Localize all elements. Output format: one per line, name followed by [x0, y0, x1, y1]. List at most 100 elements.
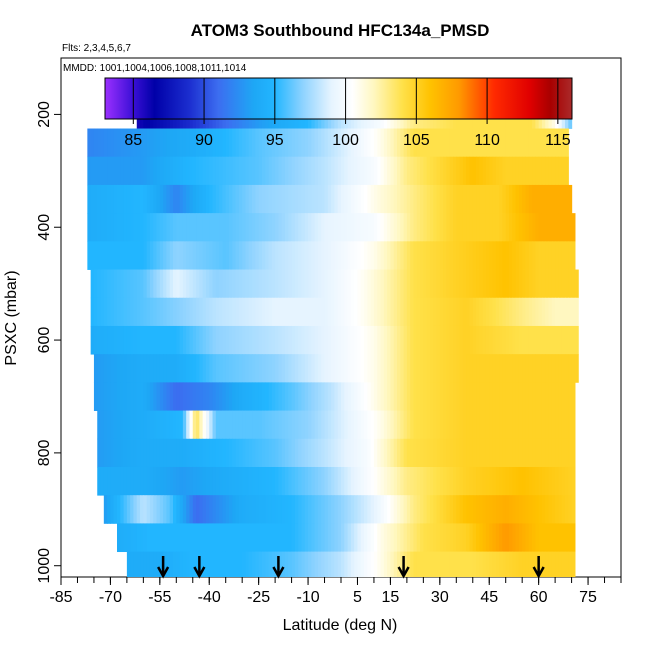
- heat-cell: [558, 523, 563, 553]
- heat-cell: [245, 523, 250, 553]
- heat-cell: [324, 325, 329, 355]
- heat-cell: [301, 495, 306, 524]
- heat-cell: [515, 495, 520, 524]
- heat-cell: [130, 495, 135, 524]
- heat-cell: [107, 297, 112, 327]
- heat-cell: [110, 128, 115, 158]
- heat-cell: [370, 269, 375, 299]
- heat-cell: [176, 325, 181, 355]
- heat-cell: [383, 269, 388, 299]
- heat-cell: [265, 354, 270, 383]
- heat-cell: [136, 184, 141, 214]
- heat-cell: [420, 466, 424, 496]
- heat-cell: [571, 269, 576, 299]
- heat-cell: [505, 241, 510, 270]
- heat-cell: [314, 156, 319, 186]
- heat-cell: [205, 354, 210, 383]
- heat-cell: [492, 523, 497, 553]
- heat-cell: [403, 269, 408, 299]
- heat-cell: [429, 184, 434, 214]
- heat-cell: [146, 297, 151, 327]
- heat-cell: [380, 551, 385, 577]
- heat-cell: [439, 438, 444, 468]
- heat-cell: [110, 156, 115, 186]
- chart-title: ATOM3 Southbound HFC134a_PMSD: [191, 21, 490, 40]
- heat-cell: [120, 382, 125, 411]
- heat-cell: [406, 495, 411, 524]
- heat-cell: [492, 269, 497, 299]
- heat-cell: [163, 523, 168, 553]
- heat-cell: [364, 297, 368, 327]
- heat-cell: [291, 382, 296, 411]
- heat-cell: [173, 410, 177, 440]
- heat-cell: [215, 438, 220, 468]
- heat-cell: [265, 156, 270, 186]
- heat-cell: [347, 410, 352, 440]
- heat-cell: [317, 156, 322, 186]
- heat-cell: [209, 438, 214, 468]
- heat-cell: [103, 495, 108, 524]
- heat-cell: [426, 213, 431, 242]
- heat-cell: [334, 128, 339, 158]
- heat-cell: [476, 551, 480, 577]
- heat-cell: [182, 466, 187, 496]
- heat-cell: [196, 297, 200, 327]
- heat-cell: [495, 523, 500, 553]
- heat-cell: [281, 495, 286, 524]
- heat-cell: [509, 382, 513, 411]
- heat-cell: [212, 156, 217, 186]
- heat-cell: [354, 297, 359, 327]
- heat-cell: [466, 213, 471, 242]
- heat-cell: [209, 495, 214, 524]
- heat-cell: [317, 354, 322, 383]
- heat-cell: [551, 354, 556, 383]
- heat-cell: [459, 523, 464, 553]
- heat-cell: [173, 466, 177, 496]
- heat-cell: [367, 551, 372, 577]
- heat-cell: [502, 213, 507, 242]
- heat-cell: [502, 297, 507, 327]
- heat-cell: [561, 213, 566, 242]
- heat-cell: [186, 241, 191, 270]
- heat-cell: [317, 269, 322, 299]
- heat-cell: [248, 466, 253, 496]
- heat-cell: [304, 213, 309, 242]
- heat-cell: [265, 410, 270, 440]
- heat-cell: [196, 551, 200, 577]
- heat-cell: [509, 410, 513, 440]
- heat-cell: [163, 128, 168, 158]
- heat-cell: [163, 438, 168, 468]
- heat-cell: [344, 438, 349, 468]
- heat-cell: [311, 156, 316, 186]
- heat-cell: [397, 297, 401, 327]
- heat-cell: [525, 466, 530, 496]
- heat-cell: [229, 466, 233, 496]
- heat-cell: [311, 325, 316, 355]
- heat-cell: [186, 466, 191, 496]
- heat-cell: [416, 466, 421, 496]
- heat-cell: [304, 241, 309, 270]
- heat-cell: [403, 354, 408, 383]
- heat-cell: [502, 495, 507, 524]
- heat-cell: [456, 523, 461, 553]
- heat-cell: [258, 382, 263, 411]
- heat-cell: [285, 495, 289, 524]
- heat-cell: [123, 354, 128, 383]
- heat-cell: [532, 354, 536, 383]
- heat-cell: [143, 241, 148, 270]
- heat-cell: [215, 354, 220, 383]
- heat-cell: [373, 269, 378, 299]
- heat-cell: [532, 551, 536, 577]
- heat-cell: [136, 269, 141, 299]
- heat-cell: [271, 410, 276, 440]
- heat-cell: [357, 156, 362, 186]
- heat-cell: [281, 551, 286, 577]
- heat-cell: [380, 382, 385, 411]
- heat-cell: [373, 523, 378, 553]
- heat-cell: [179, 156, 184, 186]
- heat-cell: [367, 382, 372, 411]
- heat-cell: [314, 354, 319, 383]
- heat-cell: [334, 297, 339, 327]
- heat-cell: [186, 523, 191, 553]
- heat-cell: [370, 551, 375, 577]
